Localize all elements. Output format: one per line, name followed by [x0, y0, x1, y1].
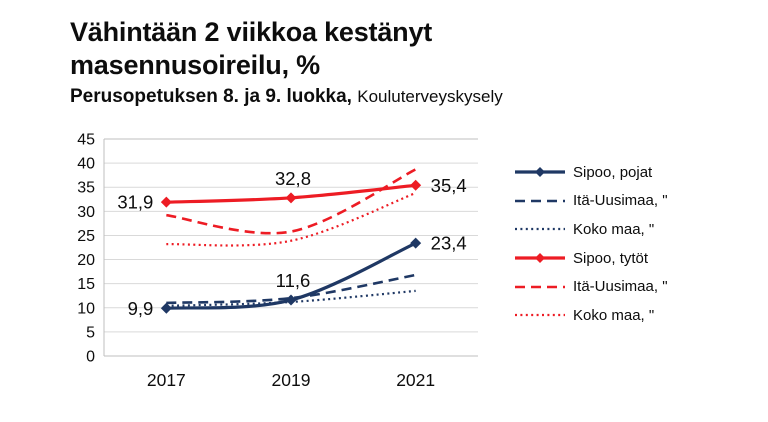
data-label: 11,6	[276, 270, 311, 291]
y-axis-tick: 20	[77, 252, 95, 269]
chart-title-line1: Vähintään 2 viikkoa kestänyt	[70, 17, 433, 47]
chart-title: Vähintään 2 viikkoa kestänyt masennusoir…	[70, 16, 710, 82]
legend-swatch-solid-line	[515, 253, 565, 264]
x-axis-tick: 2021	[396, 370, 435, 390]
legend-swatch-dashed-line	[515, 285, 565, 288]
chart-subtitle-regular: Kouluterveyskysely	[357, 87, 503, 106]
legend-label: Koko maa, "	[573, 220, 655, 238]
legend-item: Sipoo, tytöt	[514, 244, 734, 273]
data-label: 31,9	[117, 192, 153, 213]
diamond-marker-icon	[535, 253, 545, 264]
y-axis-tick: 40	[77, 156, 95, 173]
data-label: 23,4	[431, 233, 467, 254]
chart-subtitle: Perusopetuksen 8. ja 9. luokka, Kouluter…	[70, 86, 710, 108]
title-block: Vähintään 2 viikkoa kestänyt masennusoir…	[70, 16, 710, 108]
data-point-marker	[285, 192, 297, 204]
chart-legend: Sipoo, pojat Itä-Uusimaa, " Koko maa, " Sip…	[514, 158, 734, 330]
legend-label: Sipoo, pojat	[573, 163, 653, 181]
y-axis-tick: 10	[77, 300, 95, 317]
data-point-marker	[285, 294, 297, 306]
legend-item: Itä-Uusimaa, "	[514, 272, 734, 301]
legend-item: Itä-Uusimaa, "	[514, 187, 734, 216]
legend-label: Itä-Uusimaa, "	[573, 278, 668, 296]
y-axis-tick: 5	[86, 324, 95, 341]
legend-swatch-dashed-line	[515, 199, 565, 203]
data-label: 32,8	[275, 168, 311, 189]
data-point-marker	[410, 237, 422, 249]
legend-swatch-solid-line	[515, 167, 565, 178]
legend-item: Koko maa, "	[514, 301, 734, 330]
legend-label: Sipoo, tytöt	[573, 249, 649, 267]
diamond-marker-icon	[535, 167, 545, 178]
data-point-marker	[160, 196, 172, 208]
y-axis-tick: 45	[77, 132, 95, 149]
legend-label: Koko maa, "	[573, 306, 655, 324]
y-axis-tick: 0	[86, 349, 95, 366]
legend-swatch-dotted-line	[515, 228, 565, 231]
y-axis-tick: 30	[77, 204, 95, 221]
x-axis-tick: 2019	[272, 370, 311, 390]
legend-item: Koko maa, "	[514, 215, 734, 244]
x-axis-tick: 2017	[147, 370, 186, 390]
data-point-marker	[410, 179, 422, 191]
data-point-marker	[160, 302, 172, 314]
series-line-koko-maa	[166, 191, 417, 247]
y-axis-tick: 25	[77, 228, 95, 245]
y-axis-tick: 15	[77, 276, 95, 293]
legend-label: Itä-Uusimaa, "	[573, 192, 668, 210]
legend-swatch-dotted-line	[515, 314, 565, 317]
chart-title-line2: masennusoireilu, %	[70, 50, 320, 80]
series-line-koko-maa	[166, 289, 416, 307]
legend-item: Sipoo, pojat	[514, 158, 734, 187]
y-axis-tick: 35	[77, 180, 95, 197]
data-label: 35,4	[431, 175, 467, 196]
data-label: 9,9	[128, 298, 154, 319]
chart-subtitle-bold: Perusopetuksen 8. ja 9. luokka,	[70, 86, 352, 107]
series-line-it-uusimaa	[166, 168, 417, 235]
